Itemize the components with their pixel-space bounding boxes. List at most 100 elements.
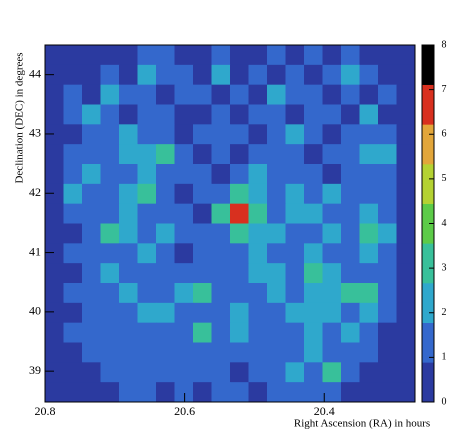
heatmap-cell xyxy=(82,302,101,324)
x-tick-label: 20.8 xyxy=(35,404,56,418)
heatmap-cell xyxy=(267,144,286,165)
heatmap-cell xyxy=(119,243,138,264)
heatmap-cell xyxy=(322,164,342,185)
heatmap-cell xyxy=(230,283,249,304)
heatmap-cell xyxy=(119,283,138,304)
heatmap-cell xyxy=(156,243,175,264)
heatmap-cell xyxy=(211,362,231,383)
heatmap-cell xyxy=(45,104,64,125)
heatmap-cell xyxy=(359,164,379,185)
heatmap-cell xyxy=(211,203,231,224)
heatmap-cell xyxy=(100,45,120,66)
heatmap-cell xyxy=(378,362,397,383)
heatmap-cell xyxy=(248,243,268,264)
heatmap-cell xyxy=(193,45,212,66)
heatmap-cell xyxy=(211,84,231,105)
heatmap-cell xyxy=(63,64,83,86)
heatmap-cell xyxy=(174,104,194,125)
heatmap-cell xyxy=(285,283,305,304)
heatmap-cell xyxy=(63,84,83,105)
heatmap-cell xyxy=(230,84,249,105)
heatmap-cell xyxy=(248,223,268,244)
heatmap-cell xyxy=(100,104,120,125)
heatmap-cell xyxy=(396,45,416,66)
heatmap-cell xyxy=(267,124,286,145)
heatmap-cell xyxy=(285,144,305,165)
heatmap-cell xyxy=(304,104,323,125)
heatmap-cell xyxy=(378,124,397,145)
heatmap-cell xyxy=(82,342,101,363)
heatmap-cell xyxy=(100,144,120,165)
heatmap-cell xyxy=(82,223,101,244)
heatmap-cell xyxy=(174,64,194,86)
heatmap-cell xyxy=(174,45,194,66)
heatmap-cell xyxy=(378,382,397,403)
heatmap-cell xyxy=(248,302,268,324)
heatmap-cell xyxy=(285,183,305,205)
heatmap-cell xyxy=(378,164,397,185)
heatmap-cell xyxy=(63,382,83,403)
heatmap-cell xyxy=(137,64,157,86)
heatmap-cell xyxy=(378,322,397,343)
heatmap-cell xyxy=(193,342,212,363)
heatmap-cell xyxy=(137,104,157,125)
heatmap-cell xyxy=(100,223,120,244)
heatmap-cell xyxy=(322,382,342,403)
colorbar-tick-label: 8 xyxy=(442,39,447,50)
heatmap-cell xyxy=(285,223,305,244)
heatmap-cell xyxy=(174,283,194,304)
heatmap-cell xyxy=(100,243,120,264)
heatmap-cell xyxy=(82,183,101,205)
heatmap-cell xyxy=(378,302,397,324)
heatmap-cell xyxy=(119,223,138,244)
heatmap-cell xyxy=(211,124,231,145)
heatmap-cell xyxy=(137,144,157,165)
heatmap-cell xyxy=(156,144,175,165)
heatmap-cell xyxy=(174,362,194,383)
heatmap-cell xyxy=(119,263,138,284)
heatmap-cell xyxy=(230,183,249,205)
heatmap-cell xyxy=(267,283,286,304)
heatmap-cell xyxy=(285,243,305,264)
heatmap-cell xyxy=(304,64,323,86)
heatmap-cell xyxy=(341,183,360,205)
heatmap-cell xyxy=(45,322,64,343)
heatmap-cell xyxy=(267,64,286,86)
x-axis-label: Right Ascension (RA) in hours xyxy=(294,418,430,430)
heatmap-cell xyxy=(285,382,305,403)
heatmap-cell xyxy=(174,183,194,205)
heatmap-cell xyxy=(341,283,360,304)
heatmap-cell xyxy=(248,124,268,145)
heatmap-cell xyxy=(119,203,138,224)
heatmap-cell xyxy=(248,183,268,205)
heatmap-cell xyxy=(137,362,157,383)
heatmap-cell xyxy=(137,183,157,205)
heatmap-cell xyxy=(45,263,64,284)
heatmap-cell xyxy=(100,183,120,205)
heatmap-cell xyxy=(322,183,342,205)
heatmap-cell xyxy=(193,104,212,125)
heatmap-cell xyxy=(248,362,268,383)
heatmap-cell xyxy=(119,45,138,66)
heatmap-cell xyxy=(82,124,101,145)
heatmap-cell xyxy=(248,84,268,105)
heatmap-cell xyxy=(119,382,138,403)
heatmap-cell xyxy=(119,124,138,145)
heatmap-cell xyxy=(63,203,83,224)
heatmap-cell xyxy=(63,104,83,125)
heatmap-cell xyxy=(396,302,416,324)
heatmap-cell xyxy=(341,104,360,125)
heatmap-cell xyxy=(285,302,305,324)
heatmap-cell xyxy=(45,302,64,324)
heatmap-cell xyxy=(119,104,138,125)
heatmap-cell xyxy=(137,322,157,343)
colorbar-tick-label: 2 xyxy=(442,307,447,318)
heatmap-cell xyxy=(45,124,64,145)
heatmap-cell xyxy=(119,144,138,165)
heatmap-cell xyxy=(359,183,379,205)
heatmap-cell xyxy=(267,164,286,185)
colorbar-segment xyxy=(422,362,434,403)
heatmap-cell xyxy=(304,124,323,145)
heatmap-cell xyxy=(45,342,64,363)
heatmap-cell xyxy=(119,362,138,383)
